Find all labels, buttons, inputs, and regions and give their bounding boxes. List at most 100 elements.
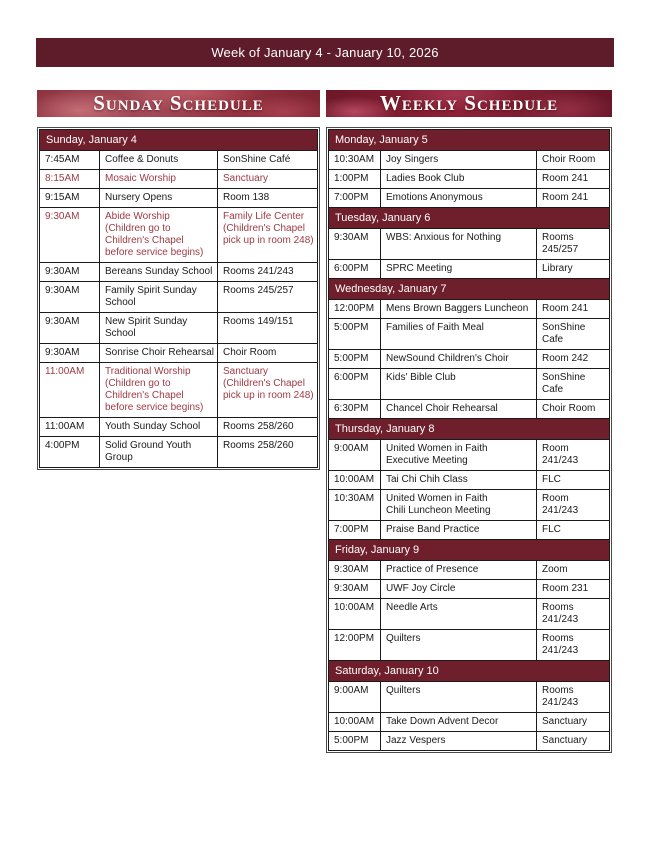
location-cell: Sanctuary bbox=[536, 712, 610, 732]
event-cell: Solid Ground Youth Group bbox=[99, 436, 218, 468]
time-cell: 9:30AM bbox=[328, 579, 381, 599]
event-cell: Bereans Sunday School bbox=[99, 262, 218, 282]
event-cell: Kids' Bible Club bbox=[380, 368, 537, 400]
event-cell: New Spirit Sunday School bbox=[99, 312, 218, 344]
day-header: Thursday, January 8 bbox=[328, 418, 610, 440]
schedule-row: 10:00AM Take Down Advent Decor Sanctuary bbox=[328, 712, 610, 732]
location-cell: Sanctuary bbox=[217, 169, 318, 189]
time-cell: 5:00PM bbox=[328, 318, 381, 350]
weekly-schedule-title-bar: Weekly Schedule bbox=[326, 90, 612, 117]
schedule-row: 6:00PM Kids' Bible Club SonShine Cafe bbox=[328, 368, 610, 400]
event-cell: Families of Faith Meal bbox=[380, 318, 537, 350]
event-cell: Tai Chi Chih Class bbox=[380, 470, 537, 490]
day-header: Tuesday, January 6 bbox=[328, 207, 610, 229]
location-cell: Room 241 bbox=[536, 188, 610, 208]
schedule-row: 12:00PM Quilters Rooms 241/243 bbox=[328, 629, 610, 661]
event-cell: Quilters bbox=[380, 681, 537, 713]
schedule-row: 9:30AM WBS: Anxious for Nothing Rooms 245/… bbox=[328, 228, 610, 260]
time-cell: 9:30AM bbox=[39, 262, 100, 282]
day-header: Monday, January 5 bbox=[328, 129, 610, 151]
schedule-row: 9:30AM Family Spirit Sunday School Rooms 2… bbox=[39, 281, 318, 313]
time-cell: 10:00AM bbox=[328, 470, 381, 490]
day-header-row: Sunday, January 4 bbox=[39, 129, 318, 151]
location-cell: Zoom bbox=[536, 560, 610, 580]
location-cell: Rooms 149/151 bbox=[217, 312, 318, 344]
day-header-row: Tuesday, January 6 bbox=[328, 207, 610, 229]
event-cell: WBS: Anxious for Nothing bbox=[380, 228, 537, 260]
time-cell: 10:00AM bbox=[328, 598, 381, 630]
location-cell: Room 241/243 bbox=[536, 489, 610, 521]
time-cell: 9:15AM bbox=[39, 188, 100, 208]
time-cell: 12:00PM bbox=[328, 299, 381, 319]
time-cell: 11:00AM bbox=[39, 417, 100, 437]
time-cell: 6:30PM bbox=[328, 399, 381, 419]
day-header: Friday, January 9 bbox=[328, 539, 610, 561]
location-cell: Choir Room bbox=[536, 399, 610, 419]
schedule-row: 12:00PM Mens Brown Baggers Luncheon Room 2… bbox=[328, 299, 610, 319]
time-cell: 4:00PM bbox=[39, 436, 100, 468]
day-header-row: Friday, January 9 bbox=[328, 539, 610, 561]
time-cell: 7:00PM bbox=[328, 520, 381, 540]
location-cell: Room 241 bbox=[536, 169, 610, 189]
schedule-row: 4:00PM Solid Ground Youth Group Rooms 258/… bbox=[39, 436, 318, 468]
time-cell: 9:00AM bbox=[328, 439, 381, 471]
weekly-schedule-title: Weekly Schedule bbox=[379, 91, 559, 115]
time-cell: 10:30AM bbox=[328, 150, 381, 170]
time-cell: 9:30AM bbox=[39, 207, 100, 263]
location-cell: SonShine Cafe bbox=[536, 368, 610, 400]
schedule-row: 9:30AM Bereans Sunday School Rooms 241/243 bbox=[39, 262, 318, 282]
sunday-schedule-title: Sunday Schedule bbox=[93, 91, 264, 115]
schedule-row: 9:30AM Sonrise Choir Rehearsal Choir Room bbox=[39, 343, 318, 363]
schedule-row: 9:30AM Abide Worship (Children go to Chil… bbox=[39, 207, 318, 263]
schedule-row: 11:00AM Traditional Worship (Children go … bbox=[39, 362, 318, 418]
time-cell: 9:30AM bbox=[39, 281, 100, 313]
location-cell: Rooms 241/243 bbox=[536, 681, 610, 713]
time-cell: 1:00PM bbox=[328, 169, 381, 189]
event-cell: NewSound Children's Choir bbox=[380, 349, 537, 369]
schedule-row: 9:30AM New Spirit Sunday School Rooms 149/… bbox=[39, 312, 318, 344]
location-cell: Rooms 258/260 bbox=[217, 436, 318, 468]
schedule-row: 10:00AM Tai Chi Chih Class FLC bbox=[328, 470, 610, 490]
day-header: Wednesday, January 7 bbox=[328, 278, 610, 300]
location-cell: Room 241 bbox=[536, 299, 610, 319]
location-cell: FLC bbox=[536, 470, 610, 490]
event-cell: Coffee & Donuts bbox=[99, 150, 218, 170]
event-cell: Youth Sunday School bbox=[99, 417, 218, 437]
time-cell: 7:00PM bbox=[328, 188, 381, 208]
week-banner: Week of January 4 - January 10, 2026 bbox=[36, 38, 614, 67]
schedule-row: 5:00PM NewSound Children's Choir Room 242 bbox=[328, 349, 610, 369]
location-cell: Library bbox=[536, 259, 610, 279]
location-cell: SonShine Café bbox=[217, 150, 318, 170]
event-cell: Joy Singers bbox=[380, 150, 537, 170]
day-header: Sunday, January 4 bbox=[39, 129, 318, 151]
schedule-row: 7:00PM Emotions Anonymous Room 241 bbox=[328, 188, 610, 208]
location-cell: Rooms 241/243 bbox=[217, 262, 318, 282]
location-cell: Sanctuary (Children's Chapel pick up in … bbox=[217, 362, 318, 418]
time-cell: 7:45AM bbox=[39, 150, 100, 170]
event-cell: Mens Brown Baggers Luncheon bbox=[380, 299, 537, 319]
event-cell: United Women in Faith Chili Luncheon Mee… bbox=[380, 489, 537, 521]
location-cell: Choir Room bbox=[536, 150, 610, 170]
event-cell: Praise Band Practice bbox=[380, 520, 537, 540]
day-header-row: Wednesday, January 7 bbox=[328, 278, 610, 300]
sunday-schedule-title-bar: Sunday Schedule bbox=[37, 90, 320, 117]
time-cell: 10:30AM bbox=[328, 489, 381, 521]
location-cell: Rooms 245/257 bbox=[217, 281, 318, 313]
event-cell: UWF Joy Circle bbox=[380, 579, 537, 599]
schedule-row: 10:30AM Joy Singers Choir Room bbox=[328, 150, 610, 170]
schedule-row: 7:00PM Praise Band Practice FLC bbox=[328, 520, 610, 540]
schedule-row: 6:00PM SPRC Meeting Library bbox=[328, 259, 610, 279]
location-cell: Rooms 241/243 bbox=[536, 598, 610, 630]
schedule-row: 10:00AM Needle Arts Rooms 241/243 bbox=[328, 598, 610, 630]
schedule-row: 10:30AM United Women in Faith Chili Lunch… bbox=[328, 489, 610, 521]
schedule-row: 1:00PM Ladies Book Club Room 241 bbox=[328, 169, 610, 189]
event-cell: SPRC Meeting bbox=[380, 259, 537, 279]
schedule-row: 9:15AM Nursery Opens Room 138 bbox=[39, 188, 318, 208]
day-header-row: Saturday, January 10 bbox=[328, 660, 610, 682]
event-cell: Mosaic Worship bbox=[99, 169, 218, 189]
event-cell: Traditional Worship (Children go to Chil… bbox=[99, 362, 218, 418]
event-cell: Take Down Advent Decor bbox=[380, 712, 537, 732]
event-cell: Family Spirit Sunday School bbox=[99, 281, 218, 313]
event-cell: Chancel Choir Rehearsal bbox=[380, 399, 537, 419]
